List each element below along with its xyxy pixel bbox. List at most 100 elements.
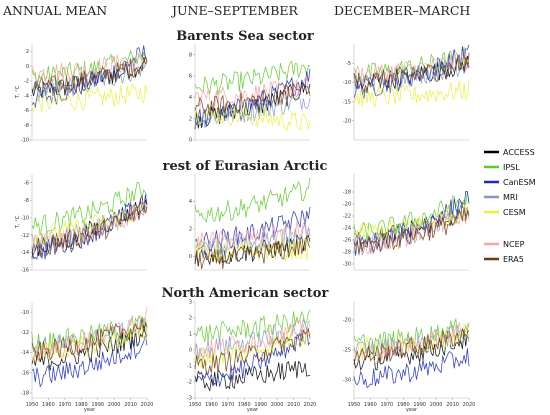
series-line-cesm [31,82,148,113]
x-tick-label: 2000 [108,402,121,408]
panel-0-0: 2 0 -2 -4 -6 -8 -10 T, °C [15,44,148,144]
y-tick-label: 0 [189,138,192,144]
y-tick-label: 4 [189,95,192,101]
series-line-ncep [194,318,311,359]
x-tick-label: 2010 [124,402,137,408]
y-axis-label: T, °C [15,215,21,229]
row-title-eurasian-arctic: rest of Eurasian Arctic [163,159,328,174]
legend-label-ipsl: IPSL [503,163,520,172]
panel-0-1: 8 6 4 2 0 [189,44,311,144]
y-tick-label: -3 [187,396,192,402]
column-title-annual-mean: ANNUAL MEAN [2,3,107,18]
x-tick-label: 2000 [430,402,443,408]
x-tick-label: 2000 [271,402,284,408]
series-line-ipsl [353,46,470,84]
y-tick-label: -30 [343,378,351,384]
y-tick-label: -14 [21,350,29,356]
y-tick-label: -20 [343,202,351,208]
y-tick-label: 0 [26,64,29,70]
panel-2-2: -20 -25 -30 1950 1960 1970 1980 1990 2000 2010 202… [343,302,475,413]
x-tick-label: 1970 [221,402,234,408]
legend-label-canesm: CanESM [503,178,536,187]
series-line-ncep [31,307,148,362]
series-line-ipsl [31,49,148,87]
x-tick-label: 2020 [304,402,317,408]
y-tick-label: 3 [189,300,192,306]
y-tick-label: 2 [26,49,29,55]
panel-1-1: 4 2 0 [189,174,311,271]
legend-label-mri: MRI [503,193,518,202]
y-tick-label: -8 [24,123,29,129]
panel-0-2: -5 -10 -15 -20 [343,44,470,141]
y-tick-label: -10 [343,80,351,86]
y-tick-label: -14 [21,250,29,256]
series-line-ncep [353,322,470,364]
y-tick-label: -10 [21,215,29,221]
y-tick-label: 1 [189,332,192,338]
series-line-era5 [194,327,311,375]
legend-label-cesm: CESM [503,208,526,217]
series-line-access [31,57,148,98]
x-axis-label: year [84,407,96,413]
series-line-ipsl [194,61,311,95]
y-tick-label: -5 [346,61,351,67]
y-axis-label: T, °C [15,85,21,99]
series-line-access [194,360,311,392]
series-line-era5 [353,52,470,94]
x-tick-label: 2010 [287,402,300,408]
series-line-canesm [31,335,148,388]
y-tick-label: -16 [21,268,29,274]
y-tick-label: -10 [21,138,29,144]
series-line-mri [353,59,470,91]
x-tick-label: 1990 [91,402,104,408]
x-tick-label: 1960 [42,402,55,408]
series-line-canesm [194,327,311,387]
series-line-cesm [31,202,148,245]
y-tick-label: -20 [343,318,351,324]
series-line-cesm [194,238,311,262]
y-tick-label: -15 [343,99,351,105]
column-title-december-march: DECEMBER–MARCH [334,3,470,18]
x-axis-label: year [247,407,259,413]
legend: ACCESS IPSL CanESM MRI CESM NCEP ERA5 [484,148,536,264]
x-tick-label: 1980 [238,402,251,408]
y-tick-label: -10 [21,310,29,316]
series-line-ncep [194,220,311,251]
y-tick-label: -24 [343,226,351,232]
y-tick-label: -26 [343,238,351,244]
x-tick-label: 1970 [58,402,71,408]
x-tick-label: 2010 [446,402,459,408]
x-tick-label: 1950 [348,402,361,408]
row-title-north-american: North American sector [162,286,329,301]
y-tick-label: -25 [343,348,351,354]
y-tick-label: -12 [21,330,29,336]
series-line-canesm [353,348,470,389]
y-tick-label: -30 [343,262,351,268]
series-line-ipsl [353,318,470,354]
legend-label-access: ACCESS [503,148,535,157]
y-tick-label: -2 [24,79,29,85]
y-tick-label: -6 [24,108,29,114]
y-tick-label: -22 [343,214,351,220]
y-tick-label: -6 [24,180,29,186]
series-line-era5 [31,205,148,257]
series-line-canesm [194,206,311,253]
legend-label-era5: ERA5 [503,255,524,264]
y-tick-label: 0 [189,254,192,260]
y-tick-label: -28 [343,250,351,256]
x-tick-label: 1950 [189,402,202,408]
series-line-era5 [31,317,148,361]
x-tick-label: 1960 [364,402,377,408]
legend-label-ncep: NCEP [503,240,525,249]
panel-1-0: -6 -8 -10 -12 -14 -16 T, °C [15,174,148,274]
x-tick-label: 2020 [141,402,154,408]
y-tick-label: -18 [21,391,29,397]
series-line-era5 [353,207,470,255]
y-tick-label: -20 [343,119,351,125]
x-tick-label: 1950 [26,402,39,408]
row-title-barents-sea: Barents Sea sector [176,29,314,44]
series-line-cesm [194,105,311,132]
